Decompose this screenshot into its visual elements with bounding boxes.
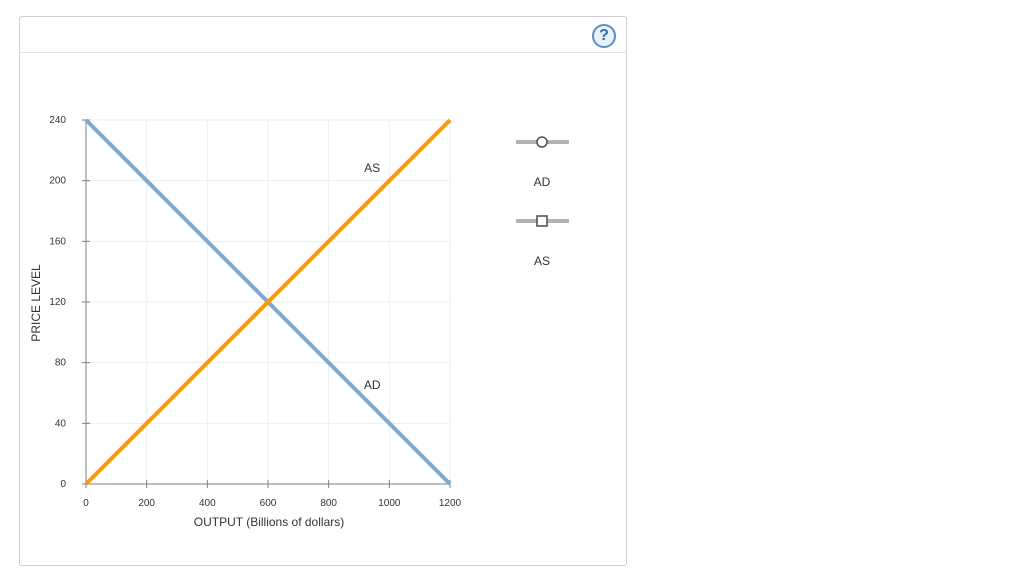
- series-line-as: [84, 118, 452, 486]
- y-tick-label: 120: [49, 297, 66, 308]
- x-tick-label: 1000: [378, 498, 401, 509]
- square-icon: [536, 215, 548, 227]
- y-tick-label: 80: [55, 358, 67, 369]
- legend-label-ad: AD: [534, 175, 551, 189]
- series-lines: [84, 118, 452, 486]
- x-axis-label: OUTPUT (Billions of dollars): [194, 515, 344, 529]
- annotation-ad: AD: [364, 378, 381, 392]
- y-axis-label: PRICE LEVEL: [29, 264, 43, 342]
- graph-panel: ?: [19, 16, 627, 566]
- x-tick-label: 200: [138, 498, 155, 509]
- help-button[interactable]: ?: [592, 24, 616, 48]
- y-tick-label: 200: [49, 176, 66, 187]
- y-tick-label: 240: [49, 115, 66, 126]
- y-tick-label: 0: [60, 479, 66, 490]
- annotations: AS AD: [364, 161, 381, 392]
- x-tick-label: 0: [83, 498, 89, 509]
- x-tick-label: 800: [320, 498, 337, 509]
- legend-label-as: AS: [534, 254, 550, 268]
- y-tick-label: 160: [49, 236, 66, 247]
- x-tick-label: 1200: [439, 498, 462, 509]
- circle-icon: [536, 136, 548, 148]
- x-tick-label: 600: [260, 498, 277, 509]
- annotation-as: AS: [364, 161, 380, 175]
- x-tick-label: 400: [199, 498, 216, 509]
- legend: AD AS: [516, 136, 569, 268]
- panel-header: ?: [20, 17, 626, 53]
- y-tick-label: 40: [55, 418, 67, 429]
- axes: 0 200 400 600 800 1000 1200 0 40 80 120 160 200 240: [49, 115, 461, 509]
